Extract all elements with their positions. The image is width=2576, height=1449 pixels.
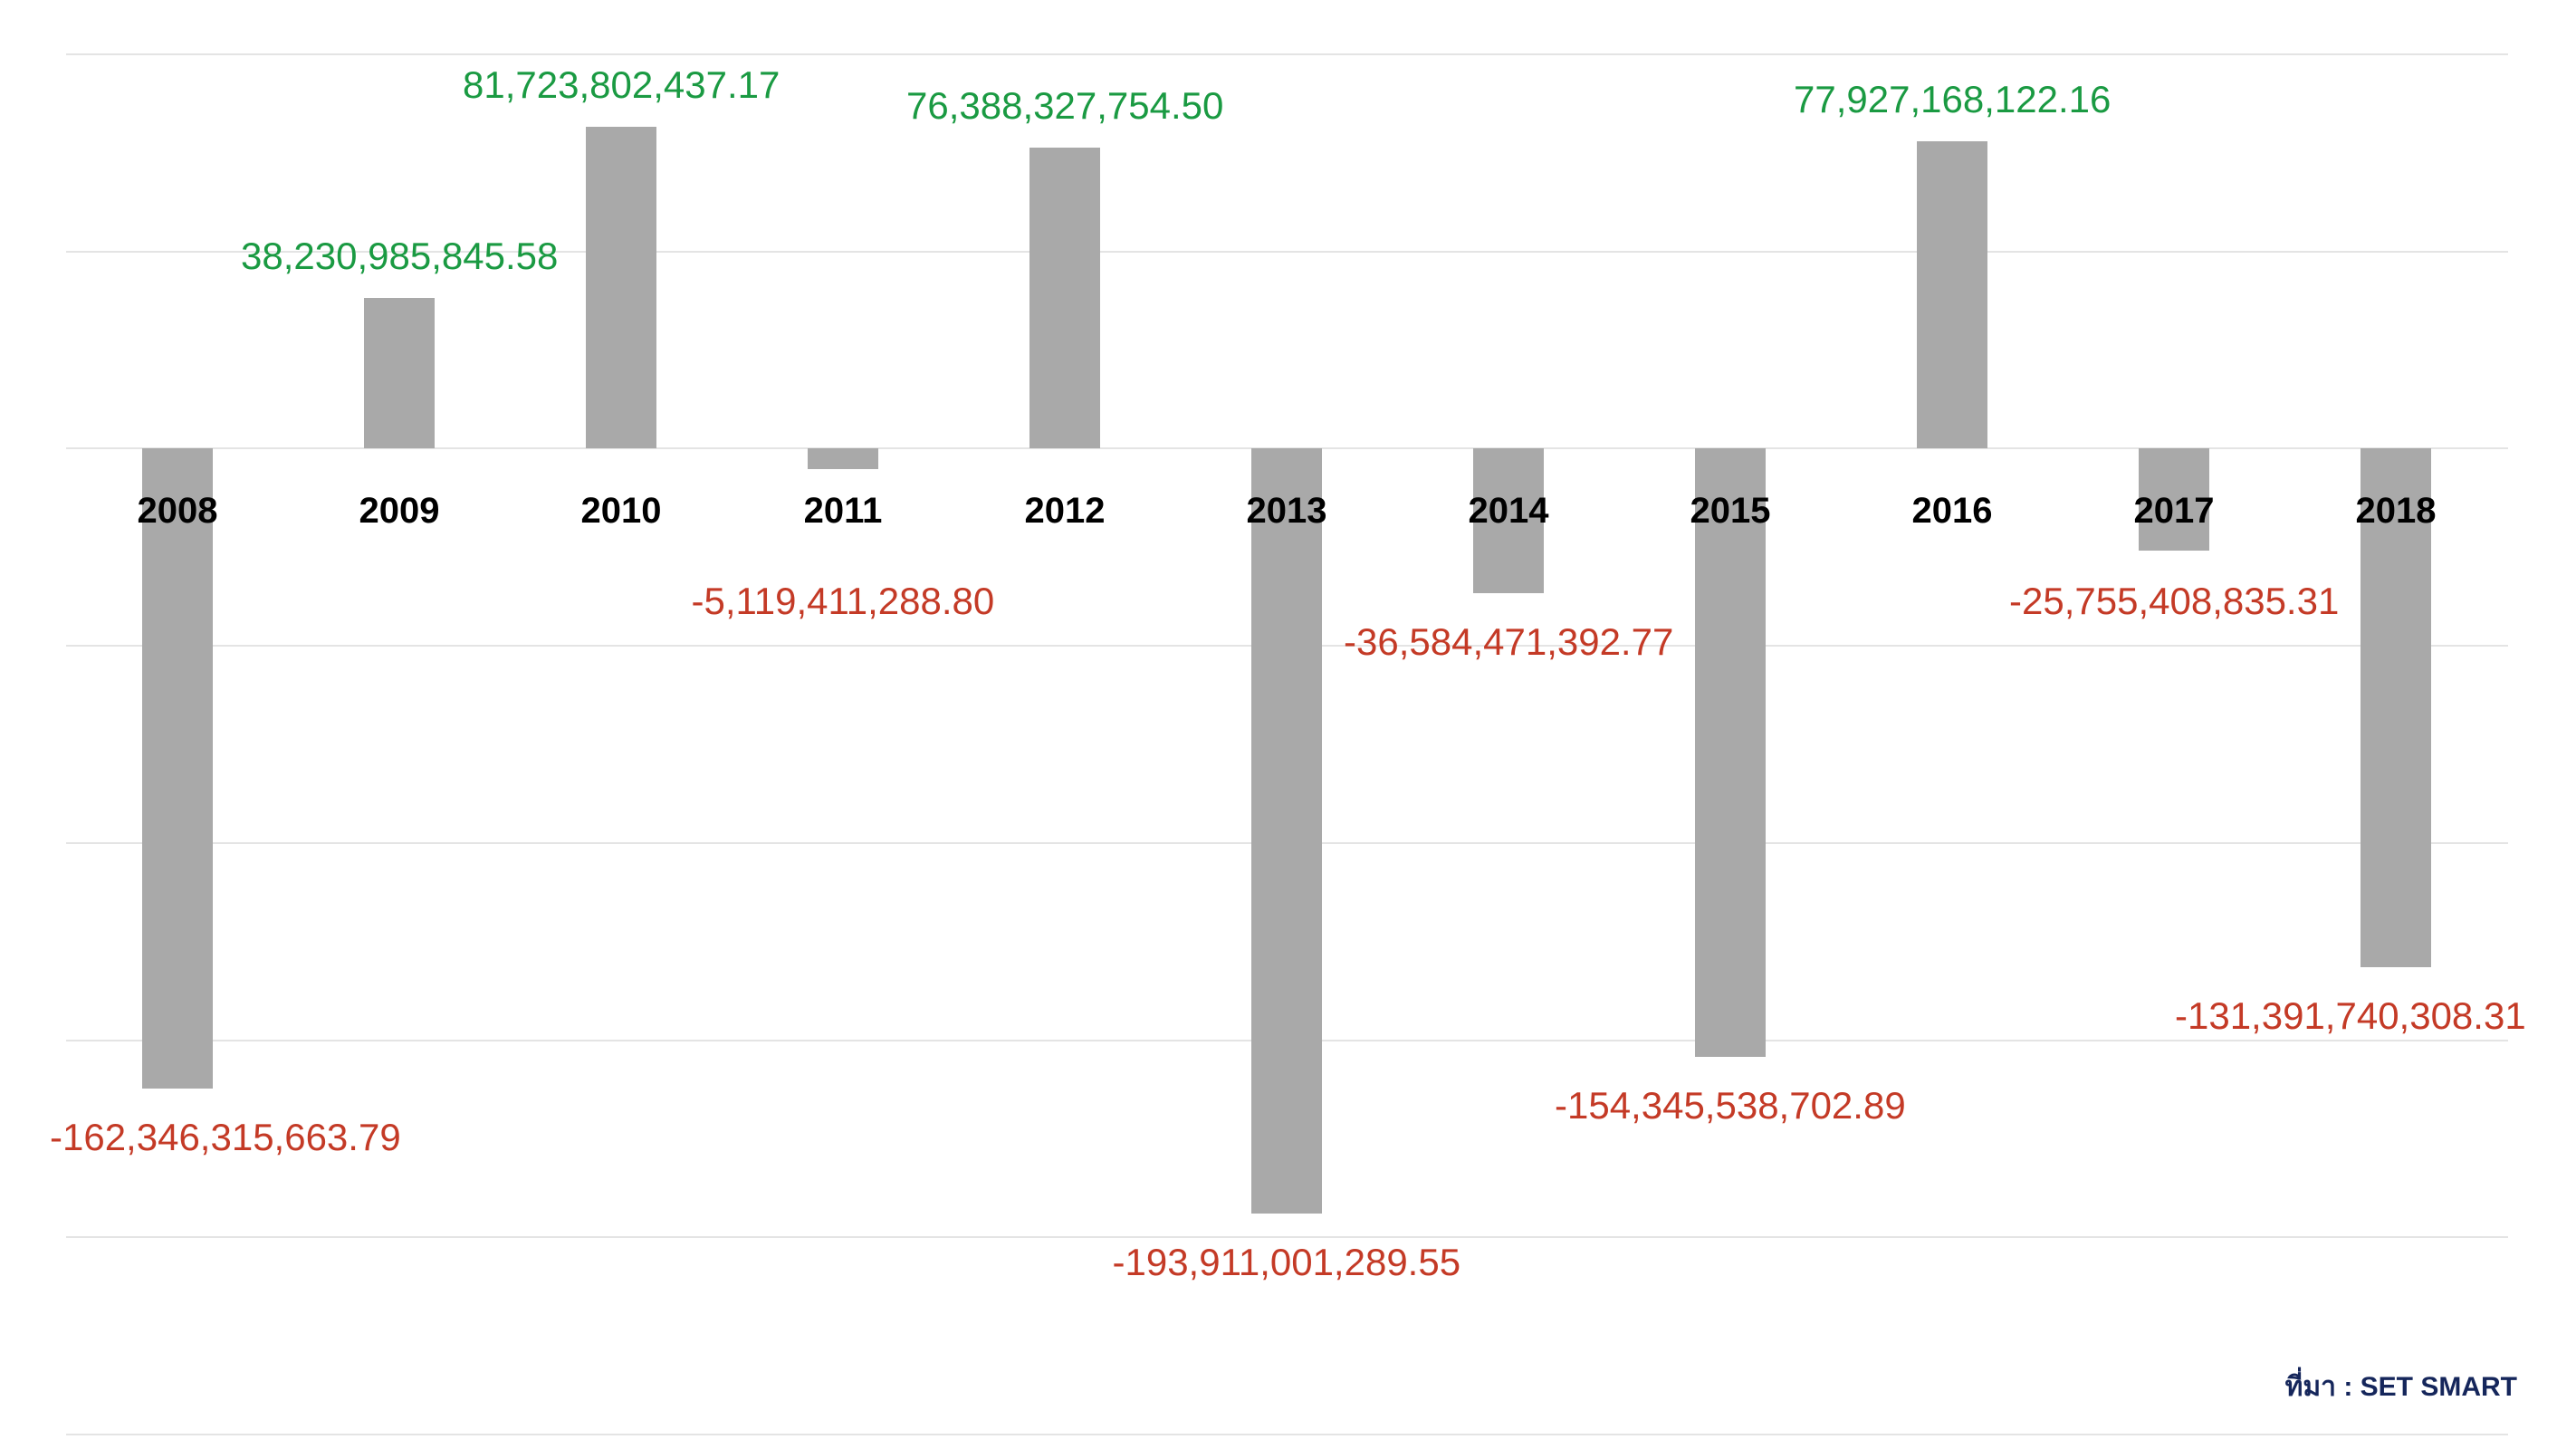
x-axis-label-2014: 2014 (1468, 491, 1549, 531)
x-axis-label-2016: 2016 (1911, 491, 1993, 531)
bar-2014 (1473, 448, 1544, 593)
x-axis-label-2018: 2018 (2355, 491, 2437, 531)
value-label-2009: 38,230,985,845.58 (241, 234, 559, 277)
value-label-2014: -36,584,471,392.77 (1344, 619, 1674, 663)
gridline (66, 1236, 2508, 1239)
value-label-2018: -131,391,740,308.31 (2175, 993, 2526, 1037)
x-axis-label-2009: 2009 (359, 491, 440, 531)
value-label-2016: 77,927,168,122.16 (1794, 78, 2112, 121)
x-axis-label-2008: 2008 (137, 491, 218, 531)
bar-2009 (364, 297, 435, 449)
bar-2016 (1917, 141, 1987, 449)
x-axis-label-2012: 2012 (1024, 491, 1106, 531)
x-axis-label-2013: 2013 (1246, 491, 1327, 531)
bar-2011 (808, 448, 878, 469)
value-label-2015: -154,345,538,702.89 (1555, 1084, 1906, 1128)
x-axis-label-2010: 2010 (580, 491, 662, 531)
bar-2010 (586, 126, 656, 449)
value-label-2010: 81,723,802,437.17 (463, 62, 780, 106)
bar-2017 (2139, 448, 2209, 551)
value-label-2013: -193,911,001,289.55 (1112, 1240, 1461, 1283)
value-label-2012: 76,388,327,754.50 (906, 83, 1224, 127)
value-label-2008: -162,346,315,663.79 (50, 1116, 401, 1159)
value-label-2011: -5,119,411,288.80 (691, 580, 995, 622)
bar-2015 (1695, 448, 1766, 1058)
value-label-2017: -25,755,408,835.31 (2009, 580, 2340, 622)
gridline (66, 250, 2508, 253)
x-axis-label-2011: 2011 (803, 491, 883, 531)
bar-2013 (1251, 448, 1322, 1214)
source-note: ที่มา : SET SMART (2284, 1372, 2517, 1402)
x-axis-label-2017: 2017 (2133, 491, 2215, 531)
bar-2018 (2361, 448, 2431, 967)
gridline (66, 1434, 2508, 1435)
gridline (66, 53, 2508, 55)
bar-2012 (1029, 147, 1100, 449)
x-axis-label-2015: 2015 (1690, 491, 1771, 531)
bar-2008 (142, 448, 213, 1089)
